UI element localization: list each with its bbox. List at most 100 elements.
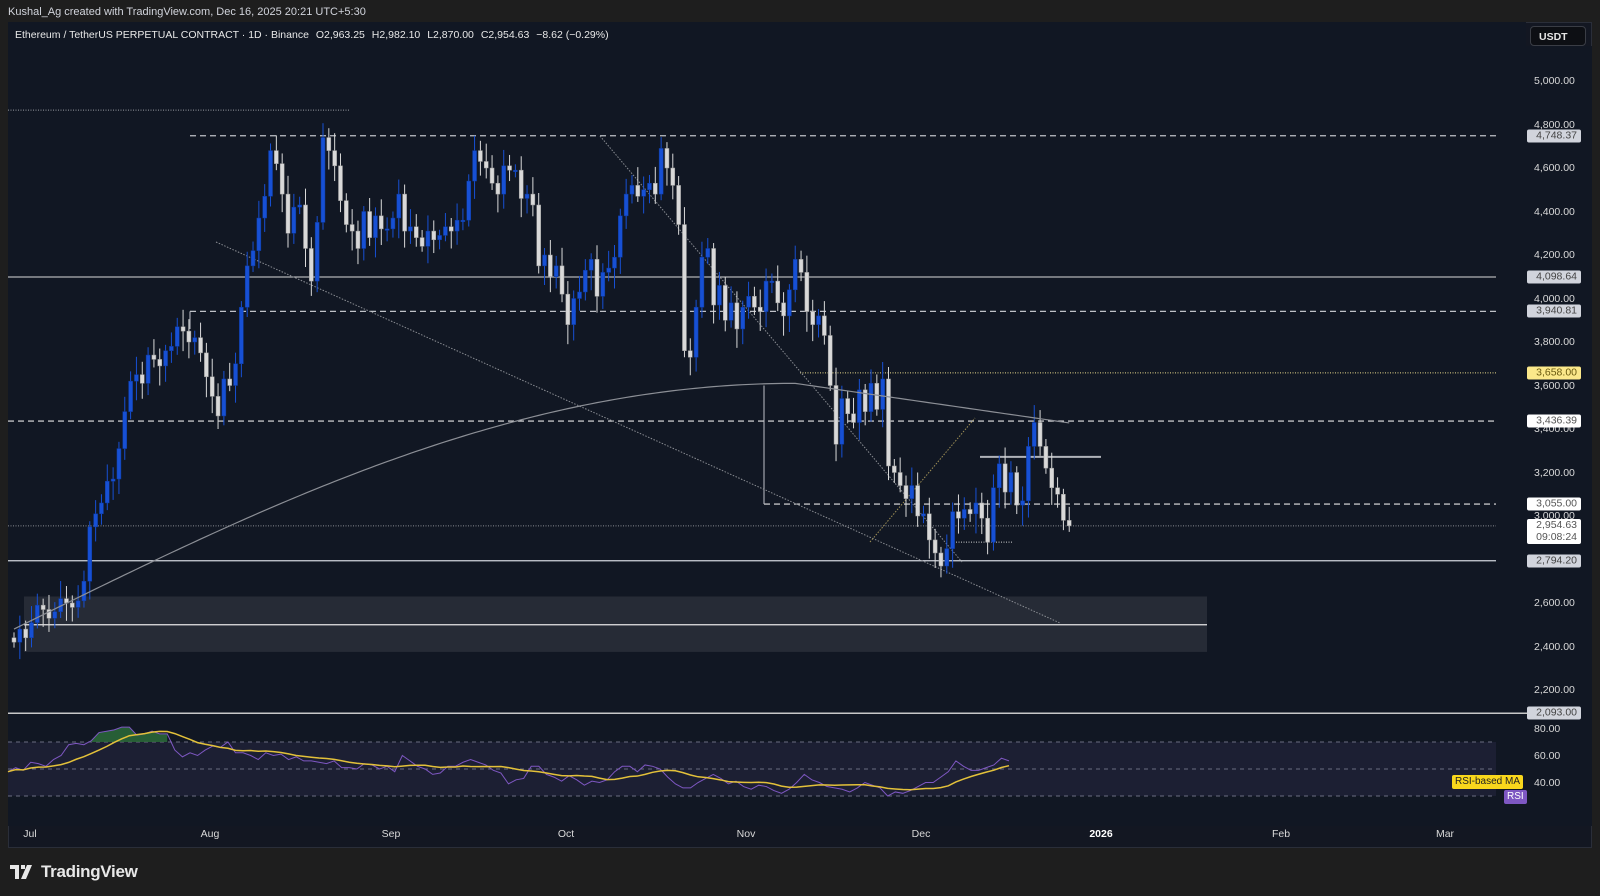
candle-body (612, 256, 617, 269)
rsi-ma-tag: RSI-based MA (1452, 775, 1524, 789)
candle-body (489, 167, 495, 184)
candle-body (1026, 446, 1031, 502)
candle-body (705, 248, 711, 258)
candle-body (693, 306, 699, 358)
price-tick: 2,600.00 (1534, 597, 1575, 609)
candle-body (145, 354, 151, 384)
candle-body (594, 259, 600, 297)
ohlc-open: O2,963.25 (315, 29, 365, 41)
candle-body (874, 383, 880, 410)
ohlc-high: H2,982.10 (371, 29, 421, 41)
candle-body (997, 463, 1002, 488)
candle-body (658, 148, 664, 195)
candle-body (1014, 472, 1020, 506)
candle-body (29, 622, 34, 639)
candle-body (711, 248, 716, 306)
candle-body (559, 265, 565, 295)
brand-name: TradingView (41, 862, 138, 881)
candle-body (495, 182, 501, 195)
candle-body (262, 196, 267, 219)
candle-body (757, 306, 763, 312)
candle-body (1049, 467, 1054, 488)
candle-body (1066, 520, 1072, 527)
candle-body (827, 335, 833, 386)
candle-body (320, 137, 326, 223)
candle-body (641, 189, 646, 197)
candle-body (938, 552, 944, 567)
candle-body (787, 289, 792, 317)
time-tick: Sep (381, 828, 401, 840)
candle-body (944, 548, 950, 567)
candle-body (606, 267, 611, 273)
candle-body (52, 611, 58, 619)
chart-pane[interactable] (8, 22, 1526, 826)
candle-body (338, 165, 343, 201)
price-tick: 5,000.00 (1534, 75, 1575, 87)
candle-body (501, 165, 506, 195)
candle-body (466, 180, 471, 221)
price-tick: 4,000.00 (1534, 292, 1575, 305)
price-level-label: 4,098.64 (1527, 270, 1581, 284)
candle-body (833, 385, 839, 445)
price-level-label: 2,794.20 (1527, 554, 1581, 568)
last-price-label: 2,954.63 09:08:24 (1527, 518, 1581, 544)
chart-credit: Kushal_Ag created with TradingView.com, … (8, 6, 366, 18)
candle-body (472, 150, 477, 182)
candle-body (326, 137, 332, 151)
candle-body (87, 526, 93, 582)
candle-body (110, 478, 116, 482)
candle-body (524, 193, 530, 199)
ohlc-change: −8.62 (−0.29%) (536, 29, 609, 41)
candle-body (478, 150, 483, 162)
price-tick: 2,200.00 (1534, 684, 1575, 696)
candle-body (268, 150, 273, 197)
candle-body (565, 293, 571, 325)
candle-body (962, 509, 967, 519)
candle-body (122, 411, 128, 449)
price-level-label: 4,748.37 (1527, 129, 1581, 143)
candle-body (664, 148, 670, 169)
symbol-name[interactable]: Ethereum / TetherUS PERPETUAL CONTRACT ·… (15, 29, 309, 41)
candle-body (128, 380, 133, 412)
candle-body (460, 219, 466, 222)
candle-body (105, 480, 110, 504)
candle-body (717, 285, 722, 306)
candle-body (851, 413, 856, 423)
candle-body (70, 602, 75, 608)
candle-body (816, 315, 821, 325)
candle-body (682, 224, 687, 351)
candle-body (396, 193, 402, 219)
candle-body (542, 254, 547, 267)
rsi-tick: 40.00 (1534, 776, 1561, 789)
candle-body (419, 237, 425, 247)
candle-body (35, 604, 40, 623)
candle-body (384, 228, 390, 231)
price-axis[interactable] (1526, 46, 1592, 826)
currency-button[interactable]: USDT (1530, 26, 1586, 46)
candle-body (437, 235, 442, 241)
candle-body (303, 204, 308, 249)
candle-body (618, 215, 623, 258)
candle-body (402, 193, 407, 232)
candle-body (588, 259, 594, 271)
trend-line (599, 135, 963, 563)
candle-body (810, 311, 815, 325)
candle-body (157, 359, 162, 367)
candle-body (449, 226, 454, 232)
time-tick: Aug (200, 828, 220, 840)
candle-body (11, 637, 17, 643)
candle-body (344, 200, 349, 225)
candle-body (839, 398, 845, 445)
candle-body (845, 398, 850, 415)
candle-body (723, 285, 728, 321)
candle-body (985, 517, 990, 543)
candle-body (443, 226, 448, 236)
time-tick: Mar (1435, 828, 1455, 840)
candle-body (349, 224, 355, 232)
candle-body (903, 485, 909, 499)
price-tick: 4,800.00 (1534, 118, 1575, 131)
candle-body (40, 604, 46, 610)
candle-body (688, 350, 693, 358)
time-tick: 2026 (1089, 828, 1113, 840)
